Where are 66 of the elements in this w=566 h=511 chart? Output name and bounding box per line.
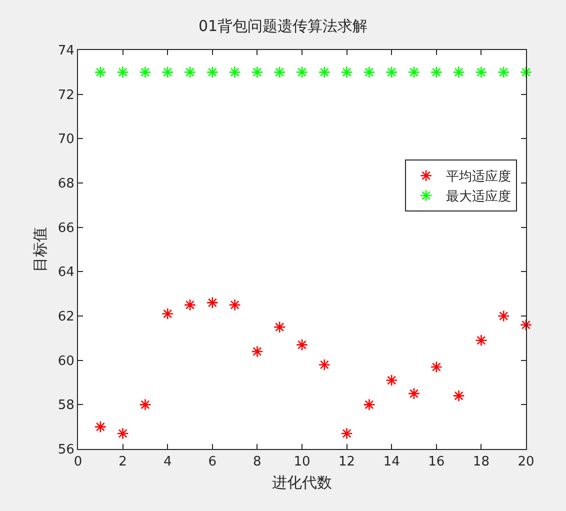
point — [251, 66, 264, 78]
point — [408, 388, 420, 400]
point — [94, 66, 106, 78]
y-tick-label: 60 — [58, 354, 74, 369]
point — [139, 66, 152, 78]
point — [184, 298, 196, 311]
point — [162, 308, 174, 320]
y-tick-label: 72 — [58, 88, 74, 103]
y-tick-label: 64 — [58, 265, 74, 280]
point — [206, 296, 218, 309]
y-axis-title: 目标值 — [31, 227, 50, 272]
point — [363, 66, 376, 78]
point — [318, 66, 330, 78]
x-tick-label: 18 — [472, 454, 490, 470]
point — [274, 321, 286, 334]
chart-title: 01背包问题遗传算法求解 — [198, 16, 368, 35]
point — [340, 66, 353, 78]
point — [206, 66, 218, 78]
x-tick-label: 6 — [208, 454, 217, 470]
x-tick-label: 14 — [383, 454, 400, 470]
point — [430, 66, 442, 78]
point — [116, 66, 129, 78]
point — [498, 66, 510, 78]
point — [184, 66, 196, 78]
legend-label: 最大适应度 — [446, 188, 512, 205]
point — [228, 66, 241, 78]
x-tick-label: 4 — [163, 454, 172, 470]
point — [116, 427, 129, 440]
legend-label: 平均适应度 — [446, 168, 512, 185]
x-tick-label: 12 — [338, 454, 356, 470]
y-tick-label: 70 — [58, 132, 74, 148]
point — [408, 66, 420, 78]
point — [94, 420, 106, 433]
point — [386, 66, 398, 78]
x-tick-label: 16 — [428, 454, 445, 470]
x-tick-label: 8 — [253, 454, 262, 470]
point — [228, 298, 241, 311]
y-tick-label: 74 — [58, 44, 74, 59]
point — [452, 66, 465, 78]
x-tick-label: 20 — [518, 454, 534, 470]
point — [162, 66, 174, 78]
point — [274, 66, 286, 78]
point — [475, 66, 488, 78]
point — [475, 334, 488, 346]
point — [139, 398, 152, 411]
point — [296, 66, 308, 78]
point — [386, 374, 398, 386]
point — [296, 338, 308, 351]
point — [318, 358, 330, 371]
point — [452, 390, 465, 402]
x-tick-label: 0 — [74, 454, 82, 470]
y-tick-label: 56 — [58, 442, 74, 458]
y-tick-label: 62 — [58, 310, 74, 325]
y-tick-label: 66 — [58, 220, 74, 236]
y-tick-label: 58 — [58, 398, 74, 414]
point — [520, 66, 532, 78]
point — [363, 398, 376, 411]
x-tick-label: 2 — [118, 454, 127, 470]
point — [498, 310, 510, 322]
point — [520, 318, 532, 331]
x-axis-title: 进化代数 — [272, 474, 332, 492]
point — [430, 360, 442, 374]
y-tick-label: 68 — [58, 176, 74, 192]
x-tick-label: 10 — [294, 454, 310, 470]
point — [251, 345, 264, 358]
point — [340, 427, 353, 440]
